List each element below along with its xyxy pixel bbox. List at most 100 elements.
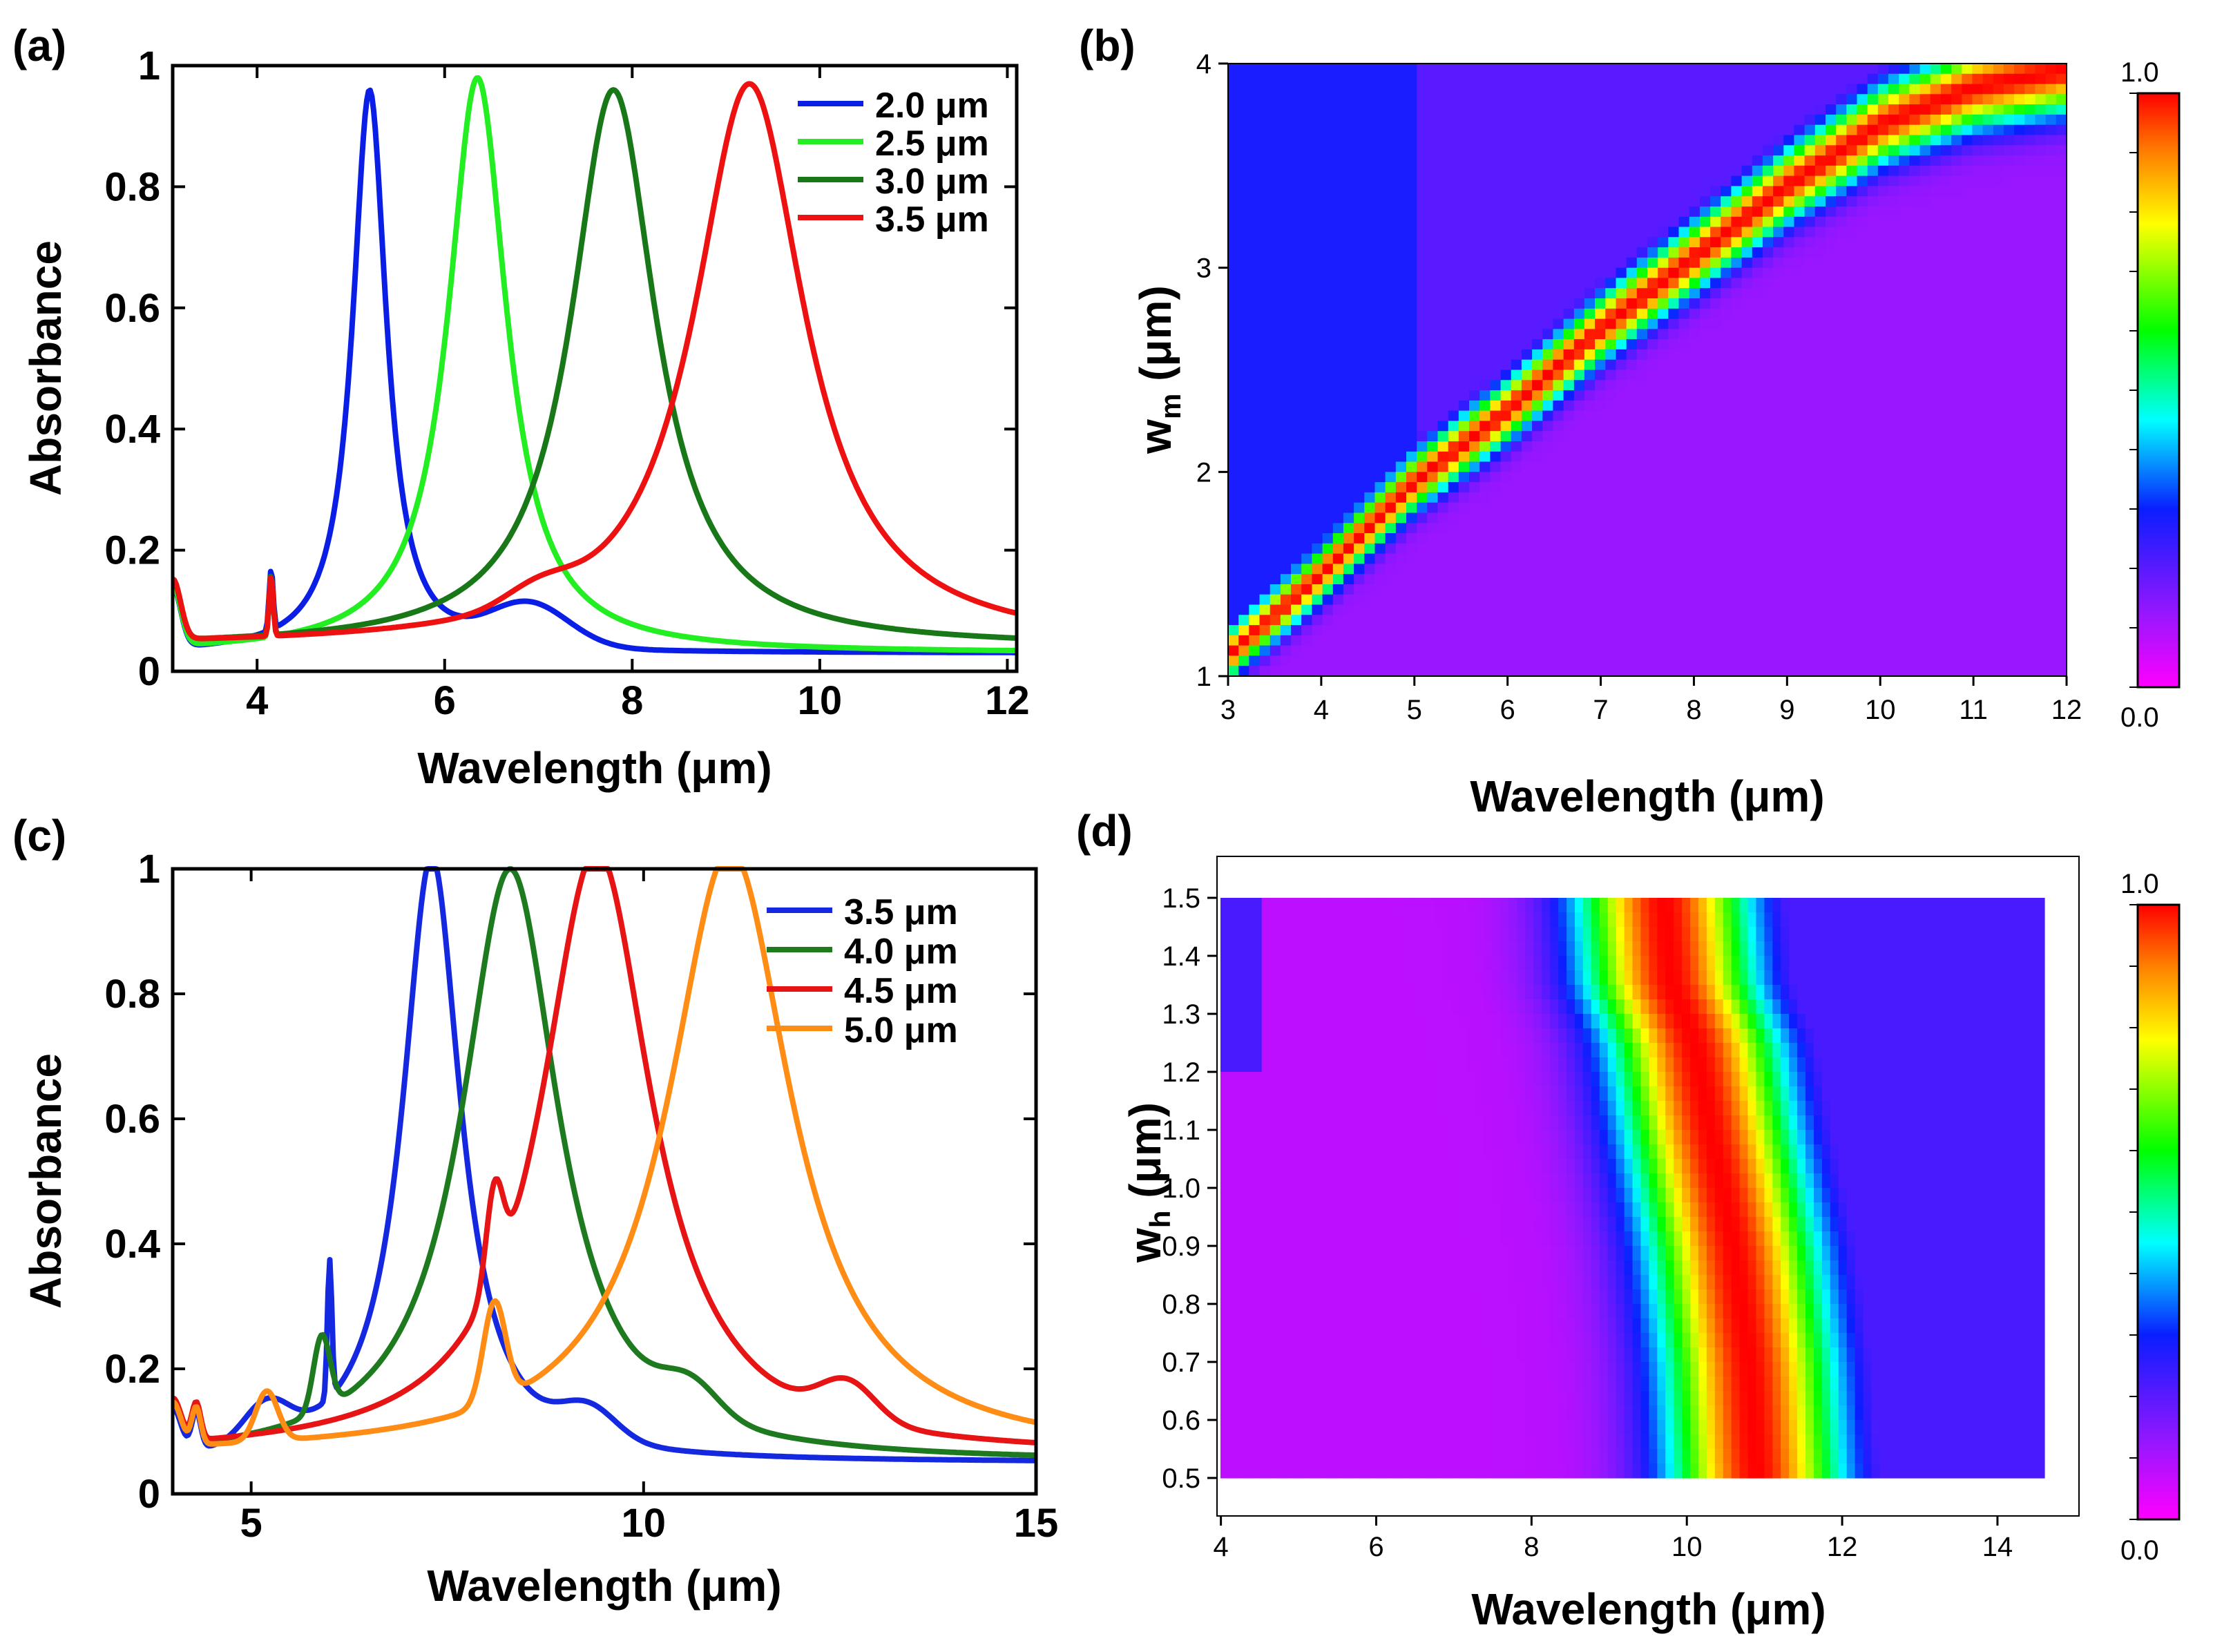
heat-cell-b xyxy=(1511,114,1522,126)
heat-cell-b xyxy=(2014,482,2025,493)
heat-cell-b xyxy=(1731,655,1743,666)
heat-cell-b xyxy=(1563,298,1575,309)
heat-cell-b xyxy=(2014,472,2025,483)
heat-cell-b xyxy=(1542,318,1554,329)
heat-cell-b xyxy=(1710,227,1721,238)
heat-cell-b xyxy=(1479,594,1491,606)
heat-cell-b xyxy=(1437,512,1449,524)
heat-cell-b xyxy=(1731,482,1743,493)
heat-cell-b xyxy=(1846,512,1858,524)
heat-cell-b xyxy=(1962,216,1973,228)
heat-cell-b xyxy=(1532,604,1543,615)
y-axis-label-b-unit: (μm) xyxy=(1131,285,1180,393)
heat-cell-b xyxy=(1584,533,1596,544)
heat-cell-b xyxy=(1511,206,1522,218)
heat-cell-b xyxy=(1312,186,1323,197)
heat-cell-b xyxy=(2045,94,2057,105)
heat-cell-b xyxy=(1951,533,1962,544)
y-tick-label-b-0: 1 xyxy=(1196,662,1211,692)
heat-cell-b xyxy=(1605,410,1617,421)
heat-cell-b xyxy=(1699,441,1711,452)
heat-cell-b xyxy=(1312,308,1323,320)
heat-cell-b xyxy=(1888,135,1899,146)
heat-cell-b xyxy=(2003,594,2015,606)
heat-cell-b xyxy=(1458,523,1470,534)
heat-cell-b xyxy=(2003,492,2015,503)
heat-cell-b xyxy=(1312,564,1323,575)
heat-cell-b xyxy=(1762,543,1774,555)
heat-cell-b xyxy=(1542,278,1554,289)
heat-cell-b xyxy=(1826,216,1837,228)
heat-cell-b xyxy=(1563,482,1575,493)
heat-cell-b xyxy=(1972,359,1984,371)
heat-cell-b xyxy=(1993,145,2004,156)
heat-cell-b xyxy=(1238,492,1249,503)
heat-cell-d xyxy=(1418,898,1427,913)
heat-cell-b xyxy=(1249,114,1261,126)
heat-cell-b xyxy=(1259,318,1271,329)
heat-cell-b xyxy=(1752,604,1763,615)
heat-cell-b xyxy=(1636,227,1648,238)
heat-cell-b xyxy=(1249,421,1261,432)
heat-cell-b xyxy=(1699,574,1711,585)
heat-cell-b xyxy=(1332,380,1344,391)
heat-cell-b xyxy=(1605,216,1617,228)
heat-cell-b xyxy=(1395,124,1407,136)
heat-cell-b xyxy=(1542,104,1554,115)
heat-cell-d xyxy=(1475,898,1485,913)
heat-cell-b xyxy=(2035,625,2047,636)
heat-cell-b xyxy=(1312,594,1323,606)
heat-cell-b xyxy=(1940,666,1952,677)
heat-cell-b xyxy=(1542,267,1554,279)
heat-cell-b xyxy=(1962,615,1973,626)
heat-cell-b xyxy=(1940,543,1952,555)
heat-cell-b xyxy=(1616,625,1627,636)
heat-cell-b xyxy=(1993,216,2004,228)
heat-cell-b xyxy=(1794,553,1805,564)
heat-cell-b xyxy=(1521,288,1533,299)
heat-cell-b xyxy=(1364,278,1376,289)
heat-cell-b xyxy=(1511,278,1522,289)
heat-cell-b xyxy=(1332,124,1344,136)
heat-cell-b xyxy=(1710,94,1721,105)
heat-cell-b xyxy=(1259,339,1271,350)
heat-cell-b xyxy=(2045,645,2057,656)
heat-cell-b xyxy=(1291,564,1302,575)
heat-cell-b xyxy=(1542,502,1554,514)
heat-cell-b xyxy=(1291,237,1302,248)
heat-cell-b xyxy=(1469,553,1480,564)
heat-cell-b xyxy=(1605,482,1617,493)
heat-cell-b xyxy=(1521,400,1533,412)
heat-cell-b xyxy=(1312,257,1323,269)
heat-cell-b xyxy=(1699,329,1711,340)
heat-cell-b xyxy=(1982,237,1994,248)
heat-cell-b xyxy=(1993,329,2004,340)
heat-cell-b xyxy=(1301,574,1312,585)
heat-cell-b xyxy=(1951,94,1962,105)
heat-cell-b xyxy=(1899,472,1910,483)
heat-cell-b xyxy=(1888,655,1899,666)
heat-cell-b xyxy=(2024,73,2036,85)
heat-cell-b xyxy=(1710,359,1721,371)
heat-cell-b xyxy=(1595,441,1606,452)
heat-cell-b xyxy=(1406,267,1417,279)
heat-cell-b xyxy=(1490,339,1502,350)
heat-cell-b xyxy=(1322,206,1334,218)
heat-cell-b xyxy=(1658,564,1669,575)
heat-cell-b xyxy=(1354,64,1365,75)
heat-cell-b xyxy=(2035,431,2047,442)
heat-cell-b xyxy=(2024,145,2036,156)
heat-cell-d xyxy=(1435,898,1444,913)
heat-cell-b xyxy=(2045,318,2057,329)
heat-cell-b xyxy=(1783,482,1795,493)
heat-cell-b xyxy=(1857,584,1868,595)
heat-cell-b xyxy=(1919,257,1931,269)
heat-cell-b xyxy=(1280,267,1292,279)
heat-cell-b xyxy=(1877,329,1889,340)
heat-cell-b xyxy=(1280,441,1292,452)
heat-cell-b xyxy=(1595,124,1606,136)
heat-cell-b xyxy=(1951,145,1962,156)
heat-cell-b xyxy=(1773,604,1784,615)
heat-cell-b xyxy=(1332,604,1344,615)
